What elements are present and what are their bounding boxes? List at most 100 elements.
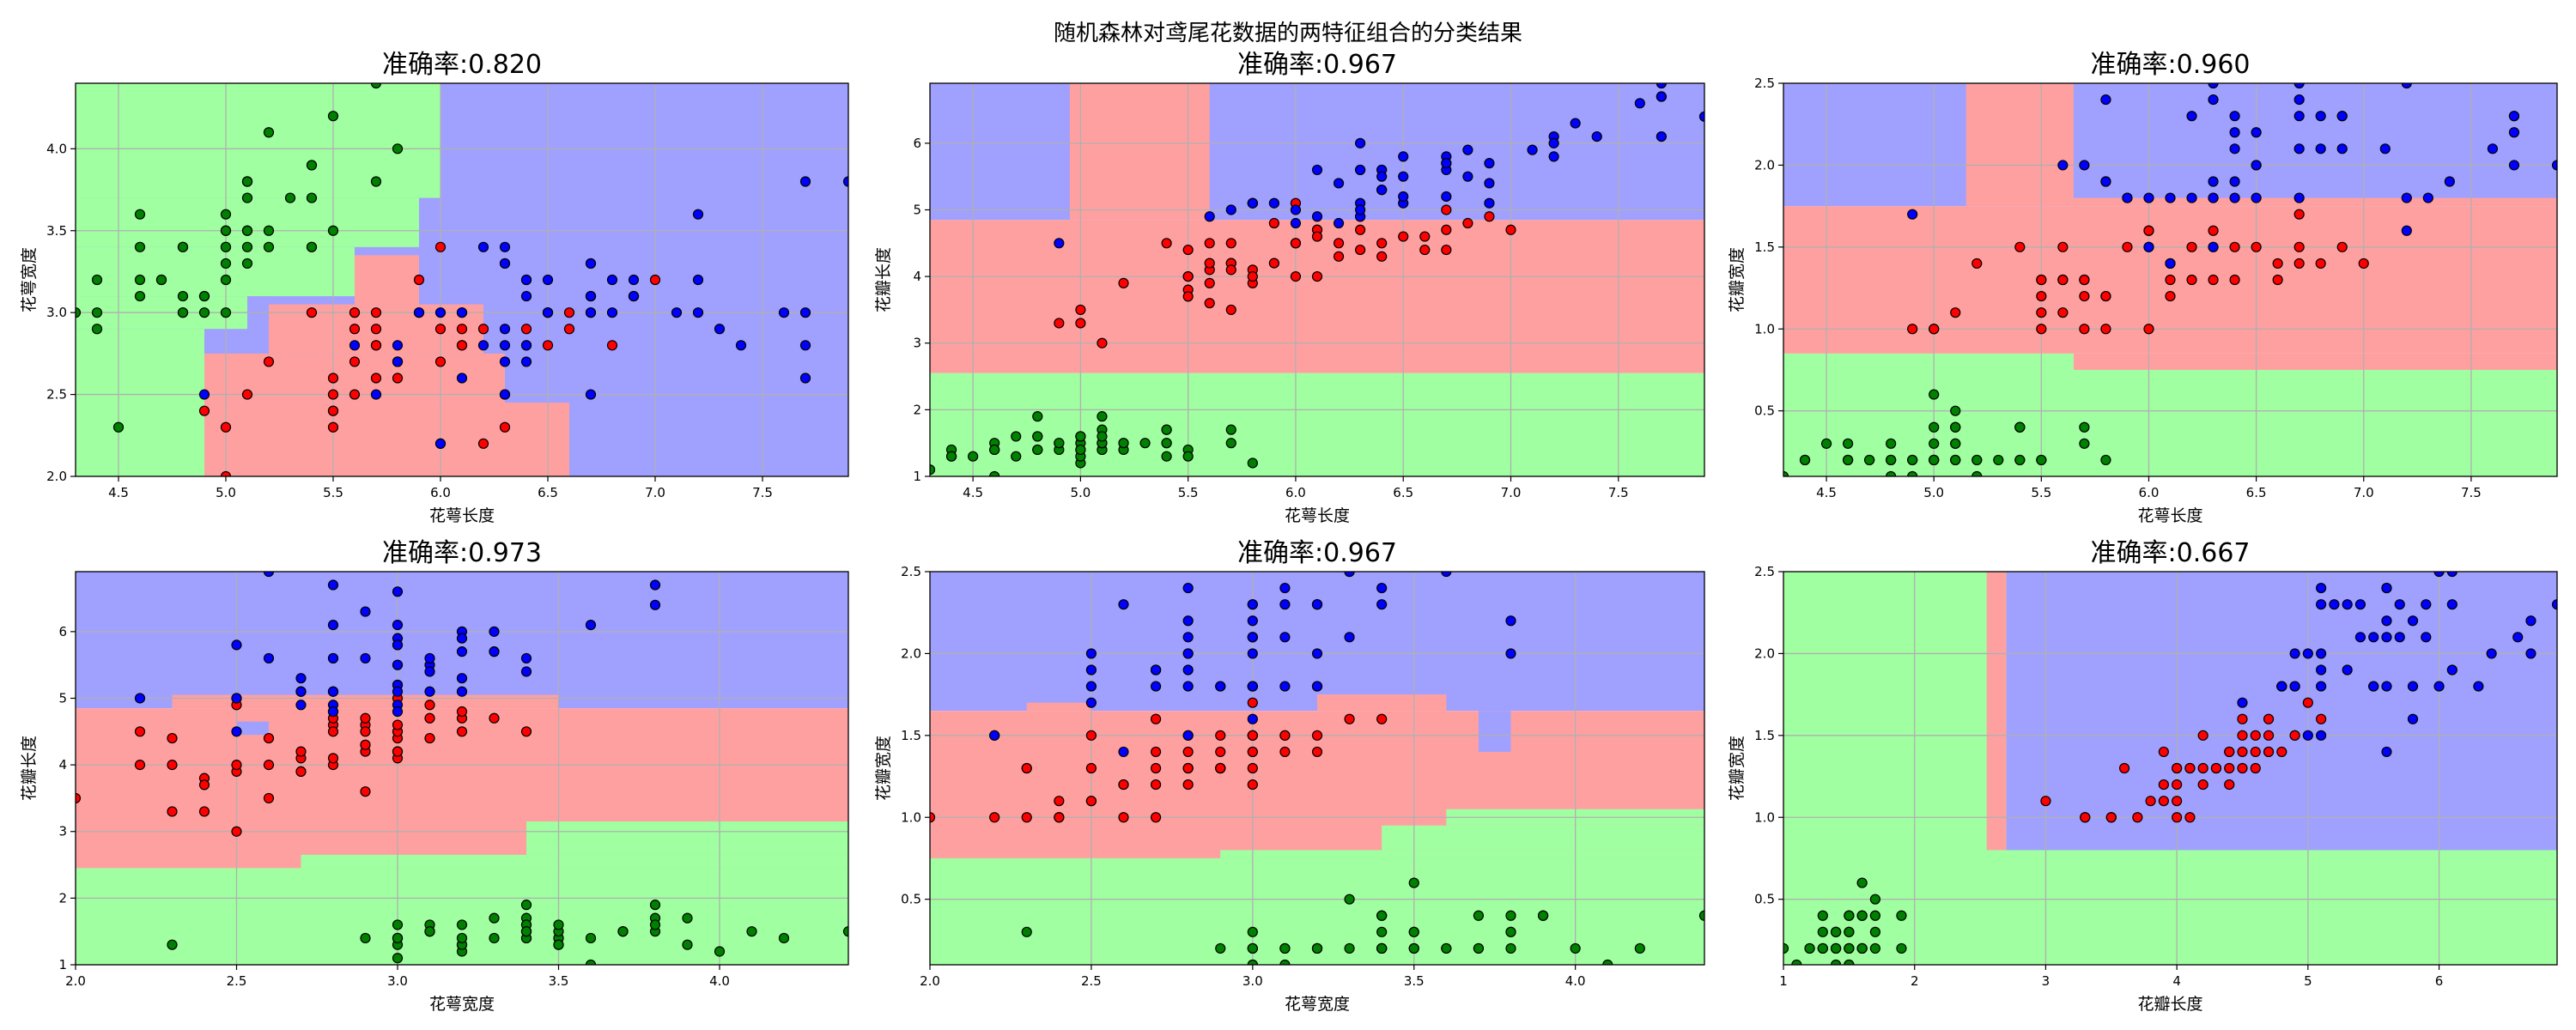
data-point-virginica [1085,697,1097,708]
x-axis-label: 花萼长度 [1285,506,1350,525]
data-point-versicolor [1907,324,1918,335]
data-point-virginica [1311,211,1323,222]
data-point-virginica [2422,192,2433,203]
data-point-versicolor [2224,779,2235,791]
data-point-virginica [263,652,275,664]
data-point-virginica [1054,238,1065,249]
data-point-virginica [542,274,554,286]
data-point-versicolor [1247,762,1258,774]
decision-region-virginica [236,721,269,736]
data-point-versicolor [2272,274,2283,286]
x-tick-label: 4.5 [1816,485,1837,500]
data-point-setosa [1907,454,1918,466]
data-point-versicolor [2036,324,2047,335]
data-point-setosa [1950,421,1961,433]
data-point-versicolor [1311,746,1323,758]
y-tick-label: 2.0 [46,469,67,484]
data-point-virginica [392,586,404,597]
data-point-setosa [649,919,661,930]
data-point-versicolor [167,732,178,744]
decision-region-setosa [1783,353,2074,370]
data-point-versicolor [220,421,232,433]
data-point-virginica [1311,648,1323,659]
data-point-virginica [520,652,532,664]
y-tick-label: 6 [913,136,921,151]
data-point-setosa [1869,894,1880,905]
data-point-versicolor [1441,204,1452,215]
data-point-virginica [2446,599,2458,610]
data-point-setosa [177,241,189,252]
data-point-virginica [2525,648,2537,659]
y-tick-label: 3 [913,336,921,351]
data-point-virginica [499,340,511,351]
y-tick-label: 2 [58,890,67,906]
data-point-virginica [2229,127,2240,138]
data-point-setosa [778,932,790,944]
data-point-setosa [456,919,468,930]
data-point-virginica [2446,572,2458,578]
data-point-versicolor [1150,713,1162,724]
data-point-virginica [1376,599,1388,610]
plot-area [1783,83,2557,476]
y-axis-label: 花瓣宽度 [1728,736,1747,801]
data-point-versicolor [241,389,253,400]
data-point-versicolor [1344,713,1355,724]
data-point-setosa [1896,942,1907,954]
data-point-versicolor [231,826,242,837]
x-tick-label: 3.5 [1404,973,1425,989]
data-point-virginica [1656,131,1667,142]
data-point-versicolor [2184,812,2196,823]
data-point-virginica [2329,599,2340,610]
data-point-virginica [2276,681,2287,692]
plot-area [76,83,848,476]
data-point-setosa [220,241,232,252]
decision-region-versicolor [2073,197,2557,207]
subplot-title: 准确率:0.973 [382,538,542,568]
data-point-virginica [2208,83,2219,89]
axes-frame [1783,571,2558,966]
x-tick-label: 2.0 [65,973,86,989]
data-point-setosa [1021,926,1032,937]
data-point-versicolor [1118,277,1129,288]
data-point-versicolor [2229,241,2240,252]
data-point-setosa [1602,959,1613,965]
x-tick-label: 3.0 [1242,973,1263,989]
data-point-virginica [2407,681,2419,692]
data-point-virginica [499,389,511,400]
data-point-setosa [360,932,371,944]
y-tick-label: 0.5 [1754,892,1775,907]
data-point-setosa [682,939,693,950]
data-point-virginica [1355,204,1366,215]
data-point-setosa [1844,926,1855,937]
axes-frame [75,82,849,477]
data-point-versicolor [2276,746,2287,758]
y-tick-label: 0.5 [1754,403,1775,419]
data-point-versicolor [1118,779,1129,791]
data-point-virginica [424,666,435,677]
data-point-versicolor [424,732,435,744]
data-point-versicolor [1333,251,1345,262]
data-point-setosa [155,274,167,286]
data-point-setosa [91,274,103,286]
data-point-versicolor [1355,224,1366,235]
data-point-setosa [842,926,848,937]
data-point-versicolor [360,786,371,797]
data-point-setosa [456,932,468,944]
y-axis-label: 花瓣长度 [874,247,893,312]
data-point-virginica [1279,582,1291,594]
subplot-6: 1 2 3 4 5 6 0.5 1.0 1.5 2.0 2.5 准确率:0.667 花瓣长度 花瓣宽度 [1728,538,2558,1014]
data-point-versicolor [1247,730,1258,741]
data-point-virginica [456,307,468,318]
data-point-versicolor [2197,730,2208,741]
x-tick-label: 3.5 [549,973,569,989]
data-point-setosa [649,900,661,911]
y-tick-label: 2.5 [901,564,921,579]
data-point-virginica [692,209,704,220]
decision-region-setosa [1783,369,2557,476]
data-point-virginica [456,373,468,384]
data-point-versicolor [1182,291,1194,302]
data-point-setosa [1844,959,1855,965]
data-point-versicolor [134,726,146,737]
data-point-virginica [2421,632,2432,643]
data-point-virginica [520,290,532,302]
